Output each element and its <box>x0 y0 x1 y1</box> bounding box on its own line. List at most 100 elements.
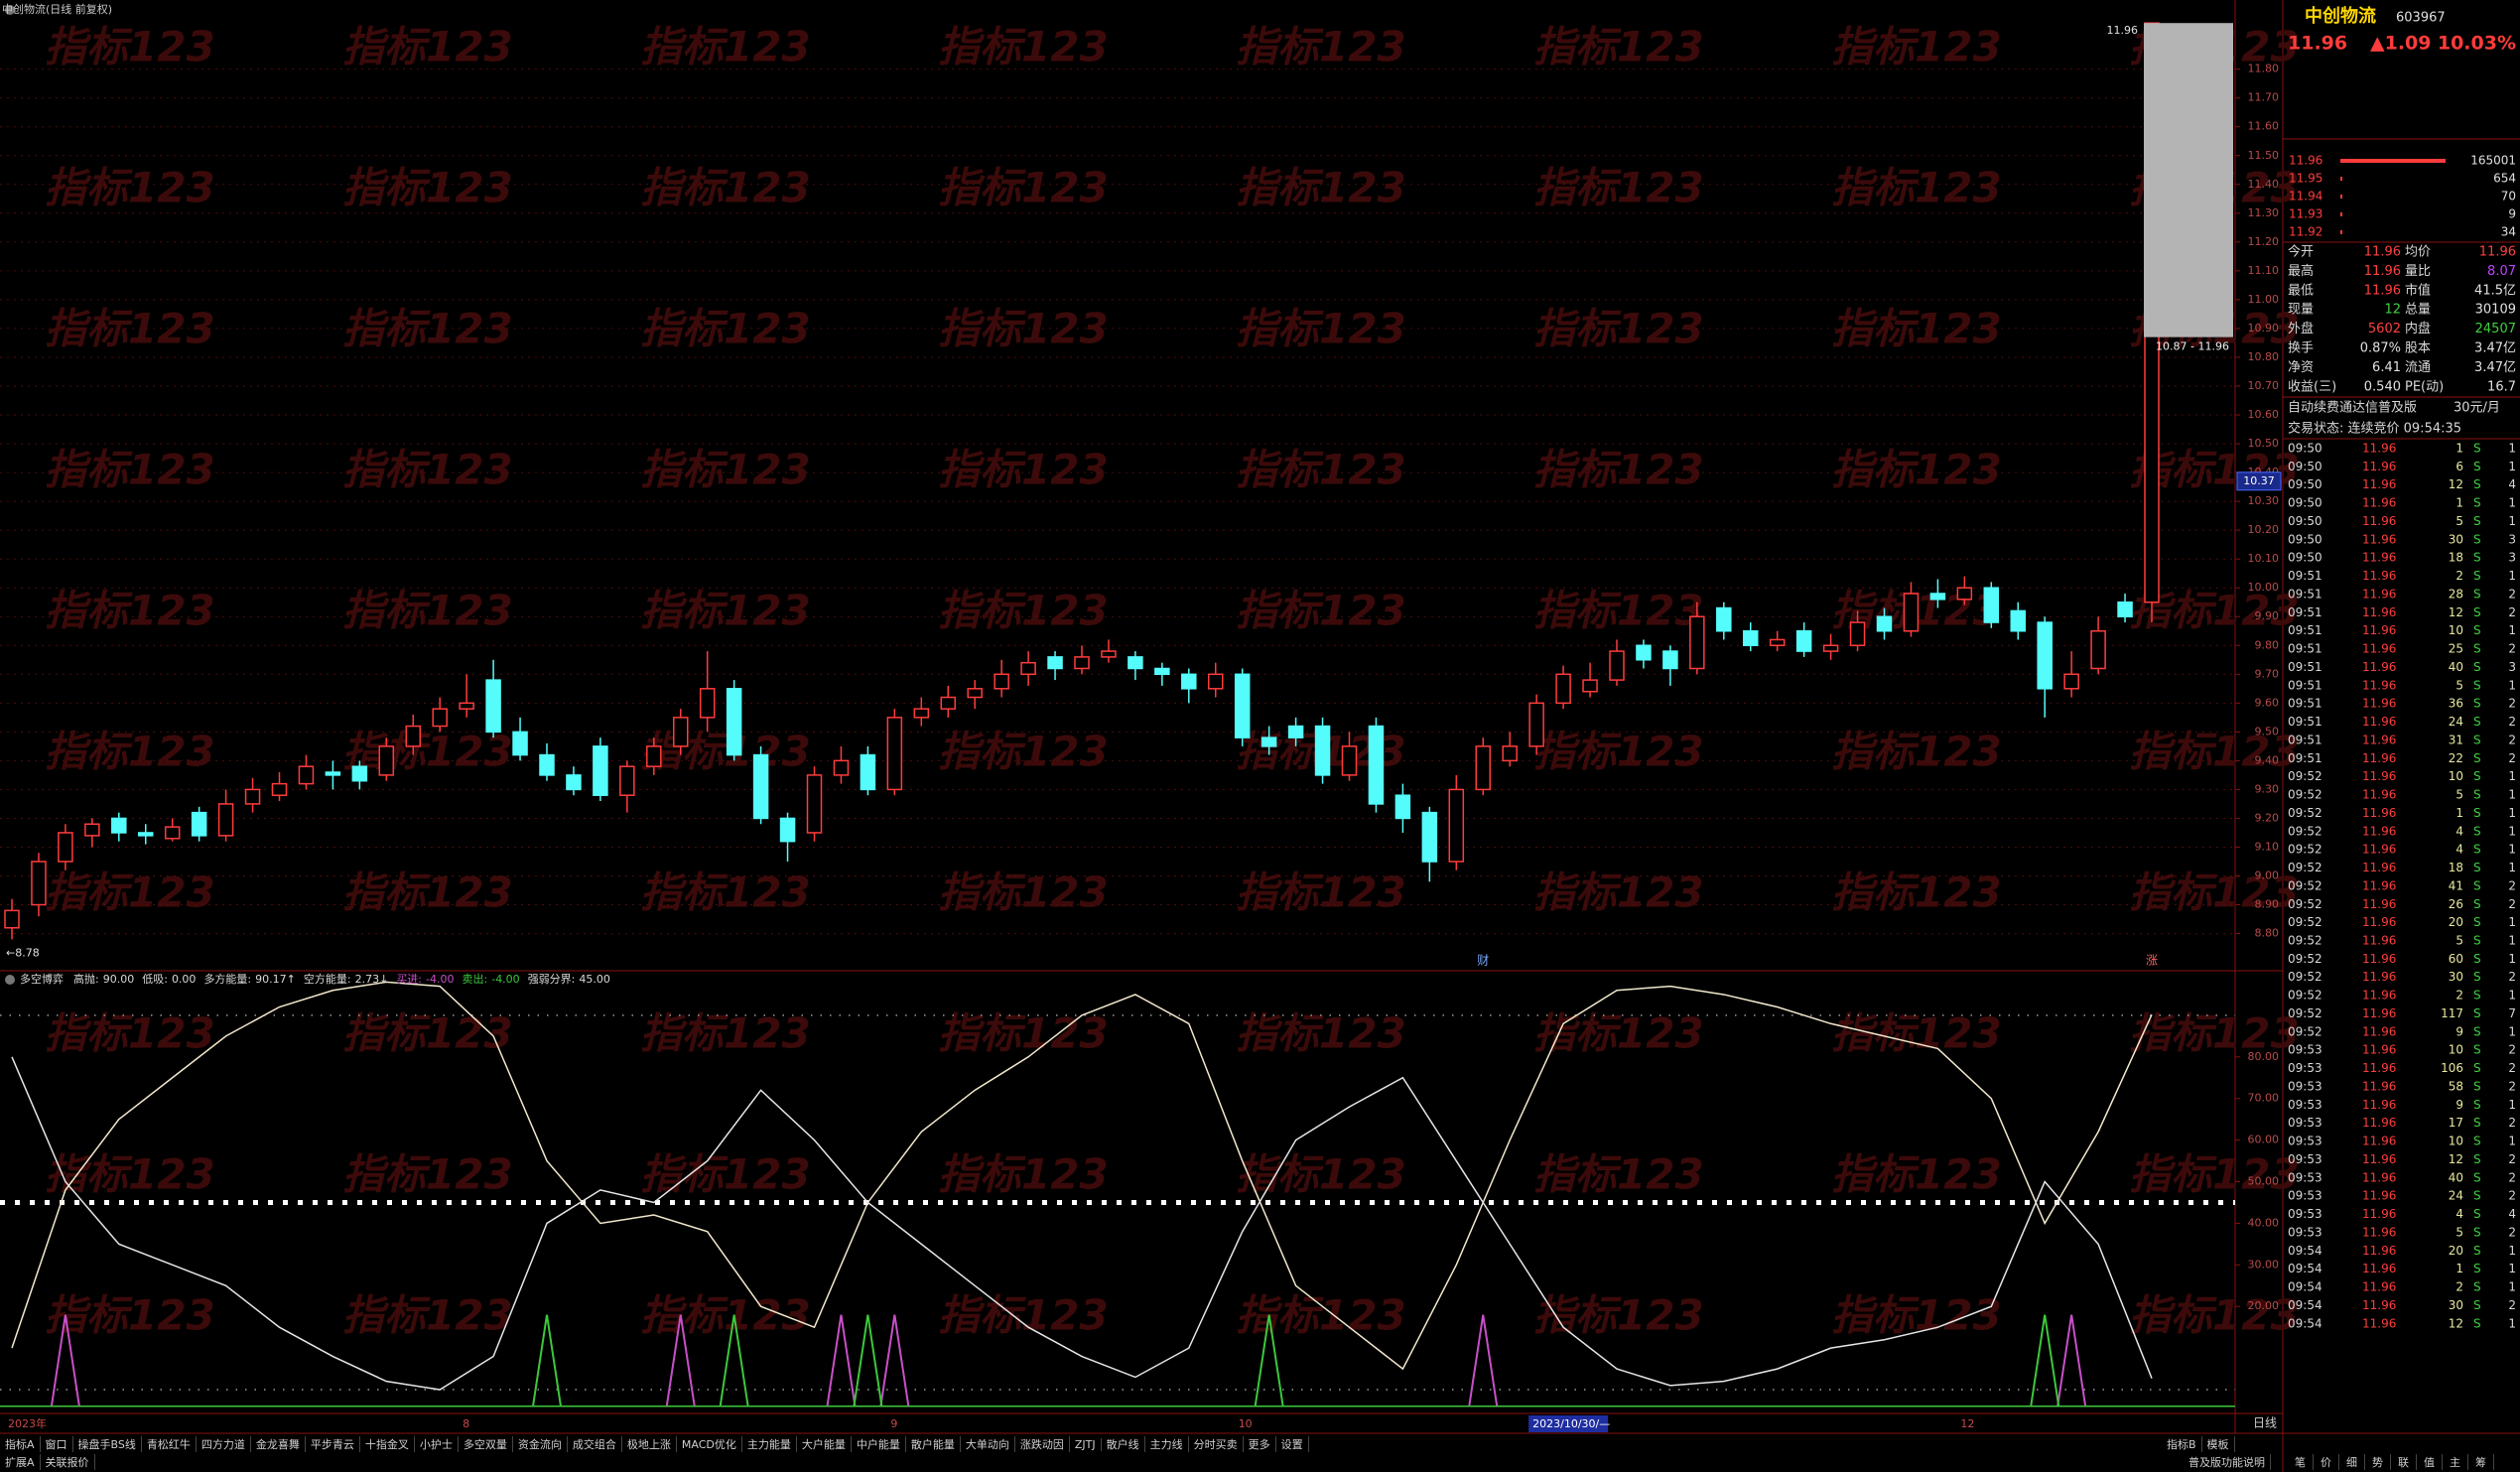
trade-side: S <box>2473 989 2481 1003</box>
signal-spike <box>532 1314 562 1406</box>
trade-time: 09:54 <box>2288 1244 2322 1258</box>
tab[interactable]: 大单动向 <box>961 1436 1015 1452</box>
tab[interactable]: 金龙喜舞 <box>251 1436 306 1452</box>
tab[interactable]: 十指金叉 <box>360 1436 415 1452</box>
trade-time: 09:53 <box>2288 1152 2322 1166</box>
tab[interactable]: 青松红牛 <box>142 1436 197 1452</box>
tab[interactable]: 指标B <box>2162 1436 2202 1452</box>
tab[interactable]: 筹 <box>2468 1454 2494 1470</box>
watermark: 指标123 <box>1236 1009 1406 1058</box>
stat-label: 最高 <box>2288 263 2314 279</box>
trade-volume: 10 <box>2449 1043 2463 1057</box>
tab[interactable]: 价 <box>2314 1454 2339 1470</box>
trade-side: S <box>2473 460 2481 473</box>
trade-time: 09:51 <box>2288 751 2322 765</box>
watermark: 指标123 <box>938 23 1109 71</box>
tab[interactable]: 窗口 <box>41 1436 73 1452</box>
tab[interactable]: 散户线 <box>1102 1436 1145 1452</box>
trade-volume: 2 <box>2455 1280 2463 1294</box>
tab[interactable]: 多空双量 <box>459 1436 513 1452</box>
trade-side: S <box>2473 1079 2481 1093</box>
candle-body <box>138 832 154 837</box>
candle-body <box>1956 587 1973 601</box>
candle-body <box>1716 606 1732 632</box>
watermark: 指标123 <box>45 869 215 917</box>
tab[interactable]: 值 <box>2417 1454 2443 1470</box>
watermark: 指标123 <box>640 1150 811 1199</box>
candle-body <box>1394 794 1411 820</box>
candle-body <box>111 817 127 834</box>
trade-time: 09:51 <box>2288 733 2322 746</box>
tab[interactable]: 分时买卖 <box>1189 1436 1244 1452</box>
book-volume: 9 <box>2508 207 2516 221</box>
tab[interactable]: 小护士 <box>415 1436 459 1452</box>
tab[interactable]: 模板 <box>2202 1436 2235 1452</box>
candle-body <box>1743 629 1759 647</box>
tab[interactable]: 主 <box>2443 1454 2468 1470</box>
tab[interactable]: 联 <box>2391 1454 2417 1470</box>
trade-time: 09:51 <box>2288 660 2322 674</box>
tab[interactable]: 扩展A <box>0 1454 41 1470</box>
trade-volume: 1 <box>2455 442 2463 456</box>
tab[interactable]: 笔 <box>2288 1454 2314 1470</box>
tab[interactable]: 大户能量 <box>797 1436 852 1452</box>
tab[interactable]: ZJTJ <box>1070 1437 1102 1451</box>
tab[interactable]: 更多 <box>1244 1436 1276 1452</box>
trade-volume: 10 <box>2449 769 2463 783</box>
candle-body <box>1208 673 1224 690</box>
candle-body <box>1822 644 1839 652</box>
trade-volume: 22 <box>2449 751 2463 765</box>
trade-volume: 30 <box>2449 1298 2463 1312</box>
period-label[interactable]: 日线 <box>2253 1416 2277 1430</box>
tab[interactable]: 主力能量 <box>742 1436 797 1452</box>
trade-volume: 31 <box>2449 733 2463 746</box>
trade-volume: 40 <box>2449 1170 2463 1184</box>
stat-value: 3.47亿 <box>2474 341 2516 356</box>
trade-count: 2 <box>2508 587 2516 601</box>
tab[interactable]: 极地上涨 <box>622 1436 677 1452</box>
tab[interactable]: 中户能量 <box>852 1436 906 1452</box>
watermark: 指标123 <box>1533 1150 1704 1199</box>
candle-body <box>1421 811 1438 863</box>
signal-spike <box>2056 1314 2087 1406</box>
tab[interactable]: 细 <box>2339 1454 2365 1470</box>
tab[interactable]: 资金流向 <box>513 1436 568 1452</box>
tab[interactable]: 四方力道 <box>197 1436 251 1452</box>
tab[interactable]: 平步青云 <box>306 1436 360 1452</box>
y-tick-label: 11.00 <box>2248 293 2280 306</box>
tab[interactable]: 涨跌动因 <box>1015 1436 1070 1452</box>
trade-volume: 106 <box>2441 1061 2463 1075</box>
trade-count: 1 <box>2508 933 2516 947</box>
watermark: 指标123 <box>1236 446 1406 494</box>
tab[interactable]: 散户能量 <box>906 1436 961 1452</box>
trade-count: 3 <box>2508 532 2516 546</box>
trade-time: 09:50 <box>2288 477 2322 491</box>
watermark: 指标123 <box>342 587 513 635</box>
candle-body <box>217 803 234 837</box>
tab[interactable]: 主力线 <box>1145 1436 1189 1452</box>
trade-price: 11.96 <box>2362 660 2396 674</box>
tab[interactable]: 成交组合 <box>568 1436 622 1452</box>
tab[interactable]: 势 <box>2365 1454 2391 1470</box>
trade-side: S <box>2473 1225 2481 1239</box>
tab[interactable]: 普及版功能说明 <box>2184 1454 2271 1470</box>
trade-volume: 12 <box>2449 1316 2463 1330</box>
trade-volume: 12 <box>2449 605 2463 619</box>
trade-volume: 5 <box>2455 678 2463 692</box>
series-line <box>11 981 2153 1371</box>
candle-body <box>1636 644 1652 661</box>
watermark: 指标123 <box>342 1291 513 1340</box>
indicator-header: 买进: <box>396 973 422 986</box>
candle-body <box>673 717 689 747</box>
tab[interactable]: 设置 <box>1276 1436 1309 1452</box>
tab[interactable]: 指标A <box>0 1436 41 1452</box>
trade-side: S <box>2473 605 2481 619</box>
tab[interactable]: MACD优化 <box>677 1436 742 1452</box>
tab[interactable]: 关联报价 <box>41 1454 95 1470</box>
watermark: 指标123 <box>2129 1009 2300 1058</box>
candle-body <box>1287 725 1304 738</box>
trade-side: S <box>2473 496 2481 510</box>
tab[interactable]: 操盘手BS线 <box>73 1436 142 1452</box>
notice-price: 30元/月 <box>2454 401 2500 416</box>
watermark: 指标123 <box>1831 1150 2002 1199</box>
